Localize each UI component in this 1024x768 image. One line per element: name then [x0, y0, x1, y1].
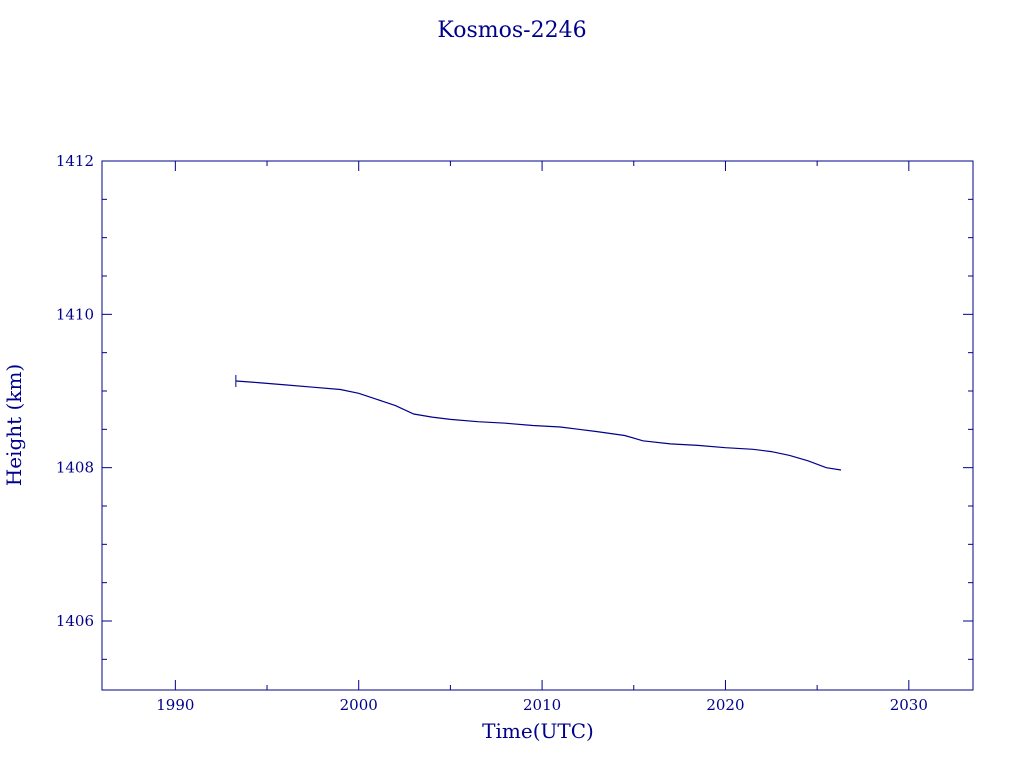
y-tick-label: 1410 [56, 305, 94, 323]
y-axis-title: Height (km) [2, 364, 26, 486]
plot-frame [101, 160, 974, 691]
series-layer [235, 375, 842, 471]
chart-title: Kosmos-2246 [437, 18, 586, 43]
y-tick-label: 1406 [56, 612, 94, 630]
x-axis-title: Time(UTC) [482, 719, 594, 743]
y-tick-label: 1408 [56, 459, 94, 477]
x-tick-label: 2030 [890, 696, 928, 714]
x-tick-label: 2000 [340, 696, 378, 714]
x-tick-label: 2020 [706, 696, 744, 714]
y-tick-label: 1412 [56, 152, 94, 170]
x-tick-label: 1990 [156, 696, 194, 714]
x-tick-label: 2010 [523, 696, 561, 714]
tick-labels: 1990 2000 2010 2020 2030 1406 1408 1410 1412 [56, 152, 928, 714]
height-series-line [235, 380, 842, 471]
